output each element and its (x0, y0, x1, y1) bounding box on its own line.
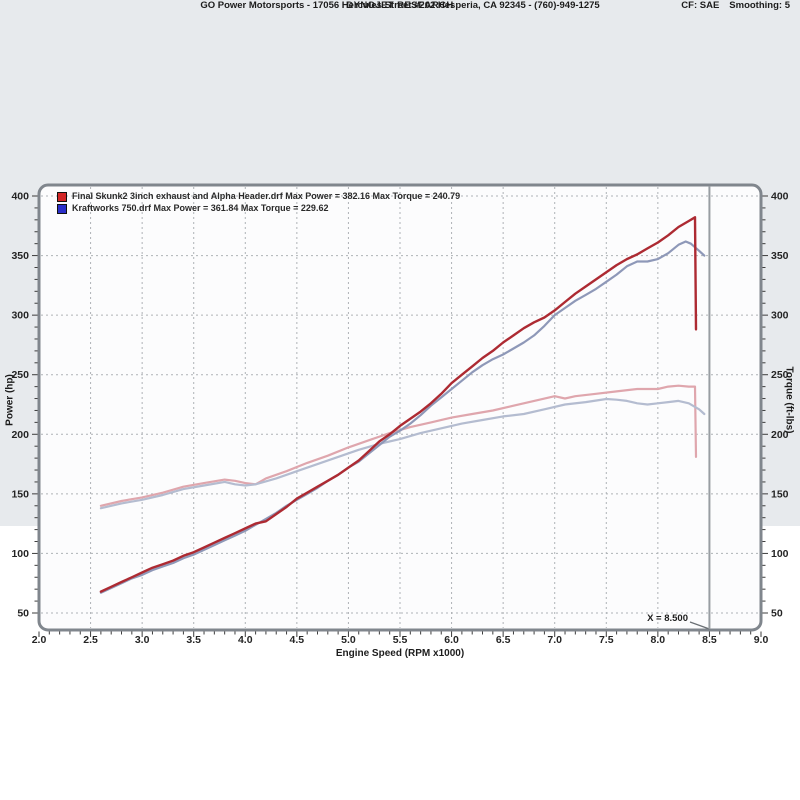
skunk2-torque-curve (99, 384, 698, 507)
right-axis-ticks (762, 195, 768, 614)
torque-tick-labels: 400 350 300 250 200 150 100 50 (771, 191, 789, 620)
torque-axis-title: Torque (ft-lbs) (783, 366, 795, 434)
legend-label-kraftworks: Kraftworks 750.drf Max Power = 361.84 Ma… (72, 203, 329, 213)
svg-text:150: 150 (11, 488, 29, 500)
rpm-tick-labels: 2.0 2.5 3.0 3.5 4.0 4.5 5.0 5.5 6.0 6.5 7.0 7.5 8.0 8… (32, 634, 769, 646)
svg-text:3.0: 3.0 (135, 634, 150, 646)
svg-text:8.5: 8.5 (702, 634, 717, 646)
rpm-axis-title: Engine Speed (RPM x1000) (335, 648, 465, 659)
svg-text:7.0: 7.0 (547, 634, 562, 646)
legend: Final Skunk2 3inch exhaust and Alpha Hea… (57, 190, 460, 214)
svg-text:50: 50 (17, 608, 29, 620)
smoothing-setting: Smoothing: 5 (729, 0, 790, 11)
svg-text:2.5: 2.5 (83, 634, 98, 646)
legend-row-skunk2: Final Skunk2 3inch exhaust and Alpha Hea… (57, 190, 460, 202)
shop-address: GO Power Motorsports - 17056 Hercules St… (200, 0, 600, 11)
correction-info: CF: SAE Smoothing: 5 (671, 0, 790, 11)
svg-text:300: 300 (771, 310, 789, 322)
svg-text:400: 400 (771, 191, 789, 203)
svg-text:150: 150 (771, 488, 789, 500)
svg-text:350: 350 (771, 250, 789, 262)
svg-text:200: 200 (11, 429, 29, 441)
x-axis-ticks (38, 631, 762, 637)
kraftworks-power-curve (99, 240, 706, 594)
legend-label-skunk2: Final Skunk2 3inch exhaust and Alpha Hea… (72, 191, 461, 201)
svg-text:300: 300 (11, 310, 29, 322)
cursor-pointer-line (689, 621, 710, 630)
skunk2-power-curve (99, 216, 698, 593)
legend-swatch-skunk2 (57, 191, 67, 202)
svg-text:5.0: 5.0 (341, 634, 356, 646)
svg-text:5.5: 5.5 (393, 634, 408, 646)
svg-text:9.0: 9.0 (754, 634, 769, 646)
cursor-readout: X = 8.500 (647, 613, 688, 624)
svg-text:6.5: 6.5 (496, 634, 511, 646)
svg-text:3.5: 3.5 (186, 634, 201, 646)
svg-text:8.0: 8.0 (651, 634, 666, 646)
correction-factor: CF: SAE (681, 0, 720, 11)
svg-text:2.0: 2.0 (32, 634, 47, 646)
svg-text:50: 50 (771, 608, 783, 620)
svg-text:100: 100 (11, 548, 29, 560)
kraftworks-torque-curve (99, 397, 706, 510)
svg-text:250: 250 (771, 369, 789, 381)
svg-text:4.5: 4.5 (290, 634, 305, 646)
power-tick-labels: 400 350 300 250 200 150 100 50 (11, 191, 29, 620)
svg-text:4.0: 4.0 (238, 634, 253, 646)
svg-text:200: 200 (771, 429, 789, 441)
svg-text:400: 400 (11, 191, 29, 203)
svg-text:100: 100 (771, 548, 789, 560)
left-axis-ticks (32, 195, 38, 614)
legend-row-kraftworks: Kraftworks 750.drf Max Power = 361.84 Ma… (57, 202, 460, 214)
svg-text:7.5: 7.5 (599, 634, 614, 646)
power-axis-title: Power (hp) (4, 374, 16, 426)
svg-text:250: 250 (11, 369, 29, 381)
svg-text:6.0: 6.0 (444, 634, 459, 646)
report-title: DYNOJET RESEARCH (346, 0, 454, 11)
svg-text:350: 350 (11, 250, 29, 262)
legend-swatch-kraftworks (57, 203, 67, 214)
